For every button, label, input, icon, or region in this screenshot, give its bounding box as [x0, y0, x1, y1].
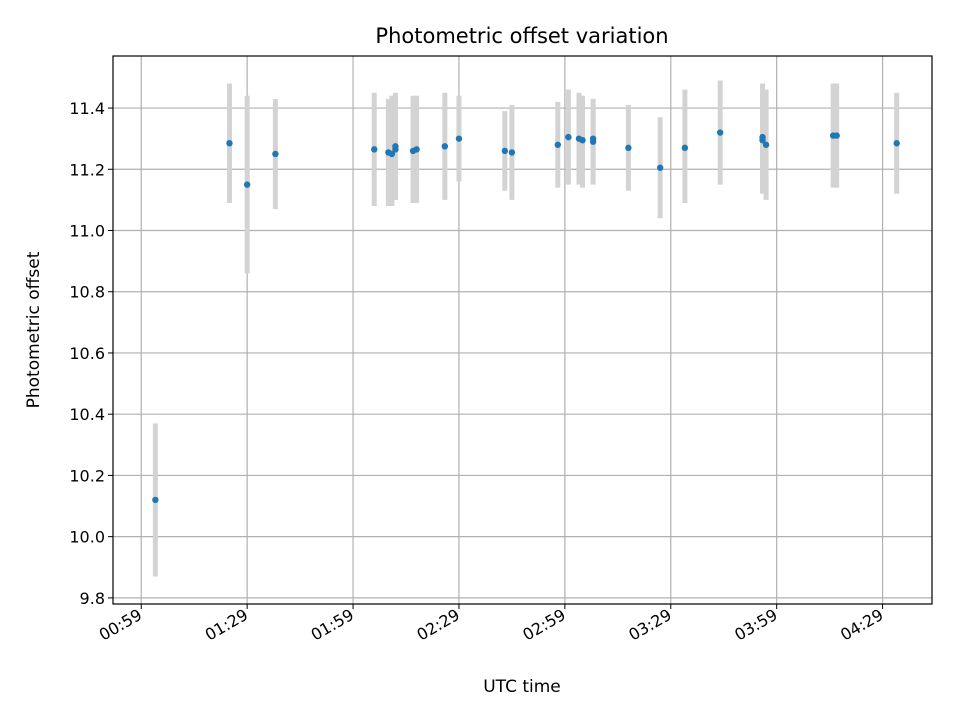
- data-point: [508, 149, 516, 156]
- data-point: [392, 143, 399, 150]
- y-tick-label: 11.4: [69, 99, 105, 118]
- y-tick-label: 11.2: [69, 160, 105, 179]
- y-tick-label: 9.8: [80, 589, 105, 608]
- data-point: [625, 144, 632, 152]
- data-point: [272, 150, 279, 158]
- data-point: [759, 133, 766, 141]
- x-tick-label: 03:59: [731, 605, 780, 645]
- y-tick-label: 10.8: [69, 283, 105, 302]
- data-point: [893, 140, 900, 147]
- data-point: [656, 164, 664, 171]
- y-tick-label: 11.0: [69, 222, 105, 241]
- data-point: [554, 141, 562, 148]
- data-point: [441, 143, 449, 150]
- x-tick-label: 02:29: [414, 605, 463, 645]
- data-point: [371, 146, 378, 153]
- errorbar-layer: [152, 80, 900, 577]
- x-tick-label: 03:29: [625, 605, 674, 645]
- chart-title: Photometric offset variation: [375, 24, 668, 48]
- x-tick-label: 02:59: [519, 605, 568, 645]
- y-tick-label: 10.4: [69, 405, 105, 424]
- y-tick-layer: 9.8 10.0 10.2 10.4 10.6 10.8 11.0 11.2 11.4: [69, 99, 113, 608]
- x-axis-label: UTC time: [483, 677, 561, 697]
- x-tick-label: 01:59: [308, 605, 357, 645]
- grid-layer: [113, 56, 932, 604]
- data-point: [413, 146, 420, 153]
- point-layer: [152, 129, 900, 504]
- data-point: [589, 135, 597, 142]
- y-tick-label: 10.6: [69, 344, 105, 363]
- data-point: [455, 135, 463, 142]
- y-tick-label: 10.2: [69, 466, 105, 485]
- data-point: [833, 132, 840, 139]
- data-point: [388, 150, 396, 158]
- data-point: [152, 496, 159, 504]
- data-point: [762, 141, 770, 148]
- data-point: [579, 136, 586, 144]
- data-point: [501, 147, 509, 155]
- data-point: [716, 129, 724, 136]
- x-tick-label: 00:59: [96, 605, 145, 645]
- y-tick-label: 10.0: [69, 528, 105, 547]
- x-tick-label: 04:29: [837, 605, 886, 645]
- data-point: [681, 144, 689, 152]
- data-point: [226, 140, 233, 147]
- data-point: [565, 133, 572, 141]
- y-axis-label: Photometric offset: [24, 251, 44, 408]
- x-tick-label: 01:29: [202, 605, 251, 645]
- data-point: [243, 181, 251, 188]
- x-tick-layer: 00:59 01:29 01:59 02:29 02:59 03:29 03:59 04:29: [96, 604, 887, 645]
- plot-frame: [112, 55, 933, 605]
